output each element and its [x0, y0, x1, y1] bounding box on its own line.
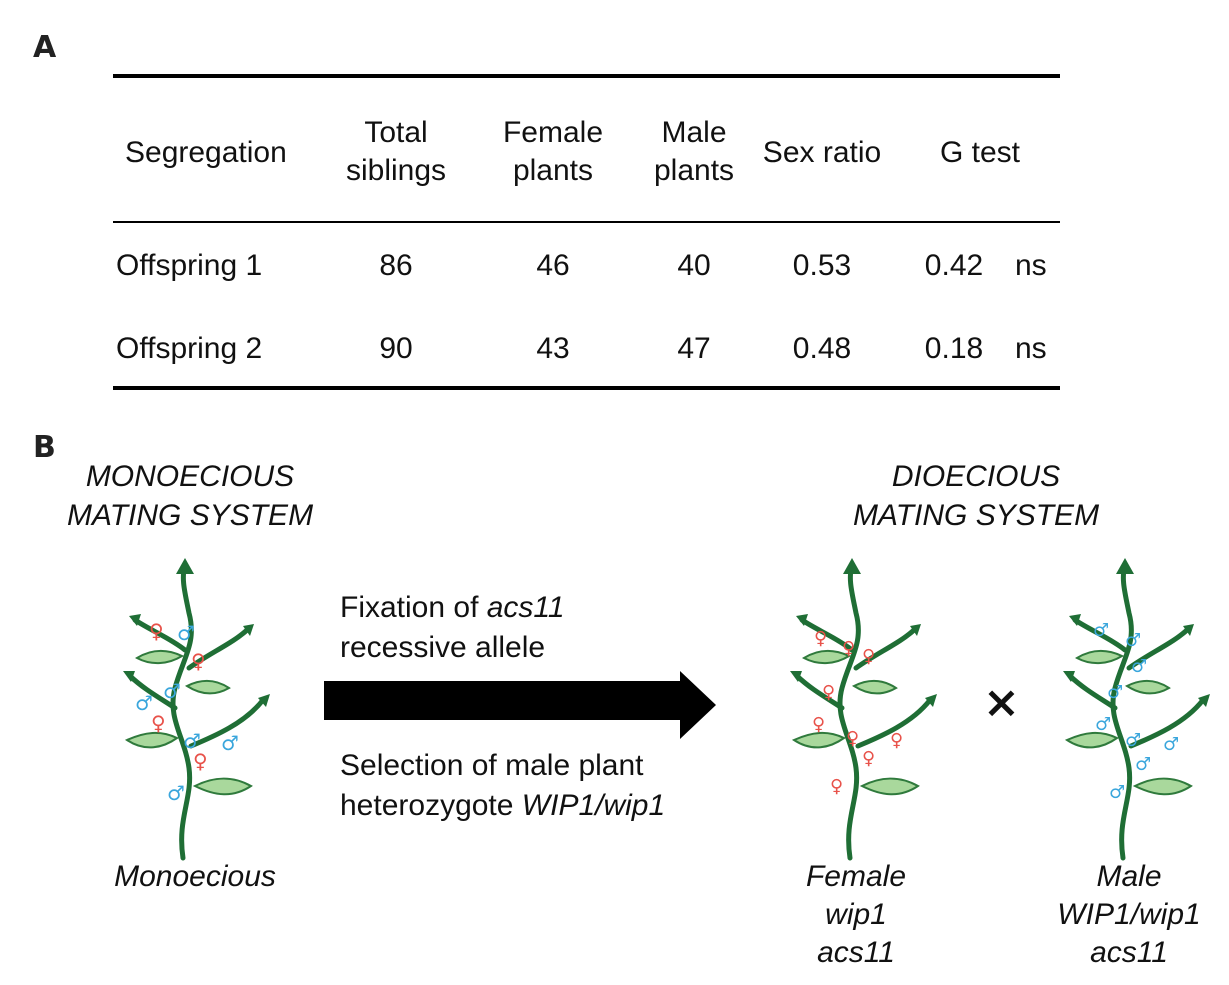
svg-text:♂: ♂	[163, 679, 181, 703]
svg-text:♂: ♂	[177, 621, 195, 645]
row1-female: 46	[536, 249, 570, 282]
svg-text:♂: ♂	[1093, 620, 1109, 641]
svg-text:♂: ♂	[1095, 714, 1111, 735]
svg-text:♀: ♀	[149, 619, 164, 643]
header-male-plants: Male plants	[653, 116, 735, 187]
header-total-siblings: Total siblings	[345, 116, 447, 187]
table-bottom-rule	[113, 386, 1060, 390]
dioecious-title: DIOECIOUS MATING SYSTEM	[852, 460, 1100, 532]
row2-label: Offspring 2	[116, 332, 263, 365]
header-sex-ratio: Sex ratio	[762, 136, 882, 169]
svg-text:♀: ♀	[846, 728, 859, 749]
row1-sex-ratio: 0.53	[792, 249, 852, 282]
row1-g-test: 0.42	[924, 249, 984, 282]
row2-male: 47	[677, 332, 711, 365]
table-header-rule	[113, 221, 1060, 223]
svg-text:♂: ♂	[1135, 754, 1151, 775]
svg-text:♂: ♂	[1125, 630, 1141, 651]
svg-text:♀: ♀	[862, 646, 875, 667]
fixation-text: Fixation of acs11 recessive allele	[340, 591, 565, 664]
svg-text:♀: ♀	[830, 776, 843, 797]
svg-text:♀: ♀	[812, 714, 825, 735]
row2-significance: ns	[1015, 332, 1047, 365]
female-plant-icon: ♀ ♀ ♀ ♀ ♀ ♀ ♀ ♀ ♀	[790, 558, 937, 861]
female-caption: Female wip1 acs11	[805, 860, 907, 969]
svg-text:♂: ♂	[135, 691, 153, 715]
panel-label-a: A	[33, 30, 57, 65]
row2-sex-ratio: 0.48	[792, 332, 852, 365]
male-plant-icon: ♂ ♂ ♂ ♂ ♂ ♂ ♂ ♂ ♂	[1063, 558, 1210, 861]
row1-male: 40	[677, 249, 711, 282]
monoecious-caption: Monoecious	[114, 860, 276, 893]
row1-label: Offspring 1	[116, 249, 263, 282]
svg-text:♀: ♀	[193, 749, 208, 773]
row2-total: 90	[379, 332, 413, 365]
selection-text: Selection of male plant heterozygote WIP…	[340, 749, 666, 822]
svg-text:♀: ♀	[890, 730, 903, 751]
row2-female: 43	[536, 332, 570, 365]
svg-text:♀: ♀	[814, 628, 827, 649]
row1-significance: ns	[1015, 249, 1047, 282]
svg-text:♂: ♂	[1163, 734, 1179, 755]
svg-text:♂: ♂	[183, 729, 201, 753]
header-female-plants: Female plants	[502, 116, 604, 187]
svg-text:♂: ♂	[1109, 782, 1125, 803]
panel-label-b: B	[33, 430, 56, 465]
header-g-test: G test	[939, 136, 1021, 169]
svg-text:♂: ♂	[1107, 682, 1123, 703]
row1-total: 86	[379, 249, 413, 282]
monoecious-plant-icon: ♀ ♂ ♀ ♂ ♂ ♀ ♂ ♂ ♀ ♂	[123, 558, 270, 861]
svg-text:♀: ♀	[191, 649, 206, 673]
cross-symbol: ×	[983, 677, 1020, 728]
svg-text:♂: ♂	[167, 781, 185, 805]
svg-text:♀: ♀	[842, 638, 855, 659]
svg-text:♂: ♂	[1131, 656, 1147, 677]
svg-text:♀: ♀	[862, 748, 875, 769]
header-segregation: Segregation	[125, 136, 287, 169]
svg-text:♂: ♂	[221, 731, 239, 755]
row2-g-test: 0.18	[924, 332, 984, 365]
table-top-rule	[113, 74, 1060, 78]
svg-text:♀: ♀	[151, 711, 166, 735]
svg-text:♀: ♀	[822, 682, 835, 703]
male-caption: Male WIP1/wip1 acs11	[1057, 860, 1201, 969]
svg-text:♂: ♂	[1125, 730, 1141, 751]
monoecious-title: MONOECIOUS MATING SYSTEM	[66, 460, 314, 532]
